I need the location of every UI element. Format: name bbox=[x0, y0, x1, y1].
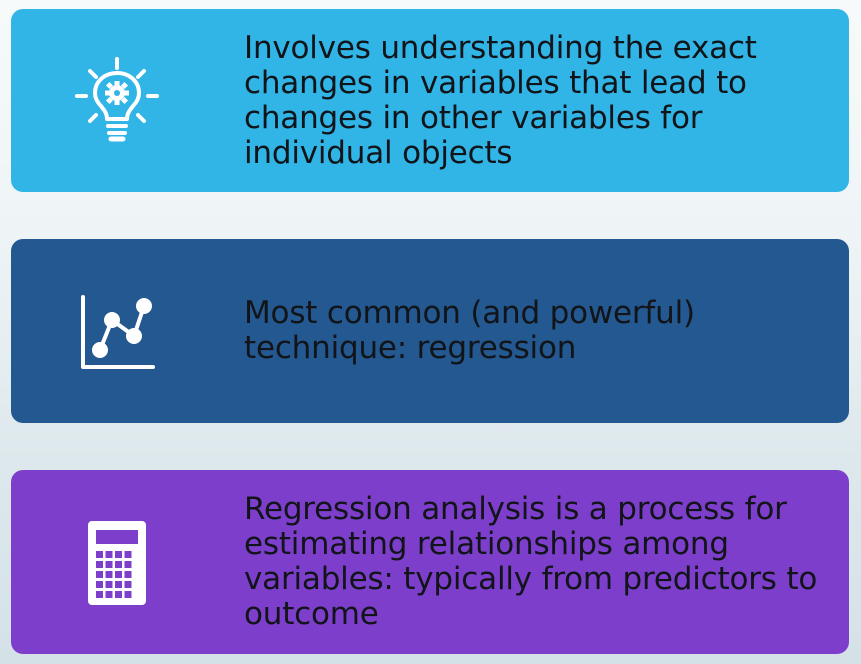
calculator-icon bbox=[71, 516, 163, 608]
card-regression: Regression analysis is a process for est… bbox=[11, 470, 849, 654]
card-understanding: Involves understanding the exact changes… bbox=[11, 9, 849, 192]
card-technique: Most common (and powerful) technique: re… bbox=[11, 239, 849, 423]
card-text: Involves understanding the exact changes… bbox=[244, 29, 757, 171]
card-text: Most common (and powerful) technique: re… bbox=[244, 295, 695, 366]
line-chart-icon bbox=[71, 285, 163, 377]
lightbulb-gear-icon bbox=[71, 55, 163, 147]
card-text: Regression analysis is a process for est… bbox=[244, 491, 818, 632]
